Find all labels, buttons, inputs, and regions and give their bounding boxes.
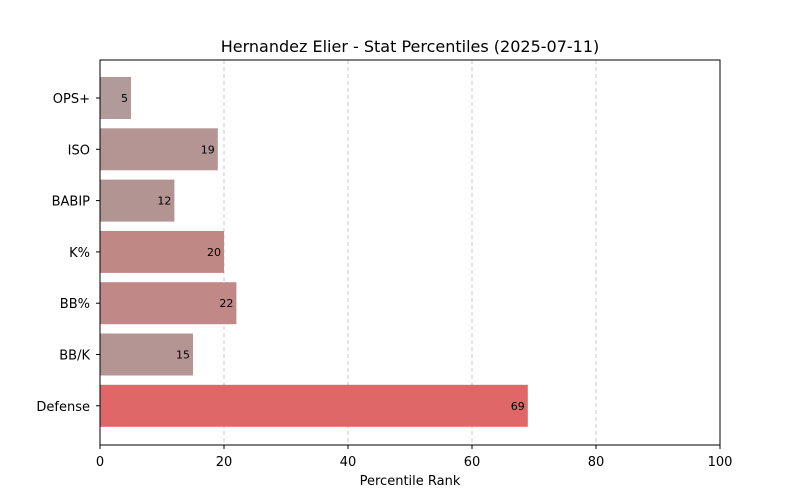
bars [100, 77, 528, 427]
bar [100, 384, 528, 427]
y-tick-label: BABIP [52, 195, 91, 210]
x-tick-label: 20 [216, 455, 233, 470]
x-tick-label: 40 [340, 455, 357, 470]
x-tick-label: 60 [464, 455, 481, 470]
plot-frame [99, 59, 721, 446]
data-label: 19 [201, 143, 215, 156]
y-tick-label: Defense [36, 400, 90, 415]
axes [99, 59, 721, 446]
x-tick-label: 80 [588, 455, 605, 470]
data-label: 20 [207, 246, 221, 259]
y-tick-label: ISO [68, 143, 90, 158]
bar [100, 77, 131, 119]
data-label: 5 [121, 92, 128, 105]
y-tick-label: K% [69, 246, 90, 261]
bar [100, 179, 175, 222]
x-tick-label: 0 [96, 455, 104, 470]
x-tick-label: 100 [708, 455, 733, 470]
data-label: 12 [157, 195, 171, 208]
chart-title: Hernandez Elier - Stat Percentiles (2025… [221, 37, 600, 56]
bar [100, 333, 193, 376]
data-label: 15 [176, 349, 190, 362]
data-label: 69 [511, 400, 525, 413]
data-labels: 5 19 12 20 22 15 69 [121, 92, 525, 413]
bar [100, 230, 224, 273]
y-tick-label: OPS+ [53, 92, 90, 107]
y-tick-label: BB/K [59, 349, 90, 364]
ticks: OPS+ ISO BABIP K% BB% BB/K Defense 0 20 40 60 80 100 [36, 92, 732, 470]
x-axis-label: Percentile Rank [360, 474, 461, 489]
data-label: 22 [219, 297, 233, 310]
y-tick-label: BB% [60, 297, 90, 312]
bar [100, 282, 237, 325]
bar [100, 128, 218, 171]
